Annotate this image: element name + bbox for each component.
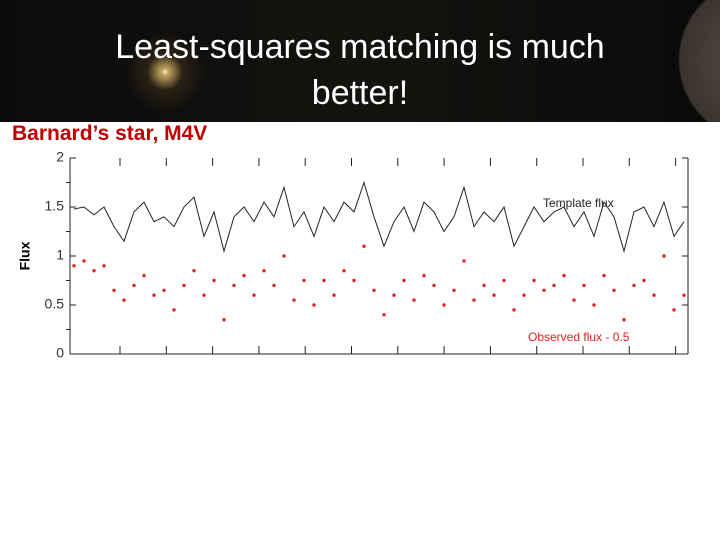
- template-line: [73, 180, 685, 253]
- observed-point: [232, 283, 236, 288]
- observed-point: [202, 293, 206, 297]
- slide-subtitle: Barnard’s star, M4V: [12, 122, 208, 145]
- observed-point: [372, 288, 376, 292]
- observed-point: [322, 278, 326, 283]
- observed-point: [672, 308, 676, 312]
- observed-point: [152, 293, 156, 297]
- observed-point: [462, 259, 466, 263]
- observed-point: [182, 283, 186, 288]
- observed-point: [592, 303, 596, 307]
- y-tick-label: 1: [56, 247, 64, 263]
- observed-point: [512, 308, 516, 312]
- observed-point: [582, 283, 586, 288]
- observed-point: [502, 278, 506, 283]
- observed-point: [402, 278, 406, 283]
- observed-point: [352, 278, 356, 283]
- observed-point: [632, 283, 636, 288]
- annotation: Template flux: [543, 196, 614, 210]
- observed-point: [72, 264, 76, 268]
- observed-point: [602, 273, 606, 278]
- observed-point: [652, 293, 656, 297]
- observed-point: [102, 264, 106, 268]
- observed-point: [542, 288, 546, 292]
- observed-point: [82, 259, 86, 263]
- observed-point: [532, 278, 536, 283]
- observed-point: [292, 298, 296, 302]
- annotation: Observed flux - 0.5: [528, 330, 630, 344]
- observed-point: [382, 313, 386, 317]
- observed-point: [662, 254, 666, 258]
- observed-point: [262, 269, 266, 273]
- observed-point: [312, 303, 316, 307]
- observed-point: [642, 278, 646, 283]
- observed-point: [522, 293, 526, 297]
- observed-point: [92, 269, 96, 273]
- observed-point: [392, 293, 396, 297]
- observed-point: [452, 288, 456, 292]
- y-tick-label: 0: [56, 345, 64, 361]
- observed-point: [172, 308, 176, 312]
- observed-point: [362, 244, 366, 248]
- observed-point: [342, 269, 346, 273]
- observed-point: [552, 283, 556, 288]
- observed-point: [442, 303, 446, 307]
- observed-point: [192, 269, 196, 273]
- observed-point: [142, 273, 146, 278]
- observed-point: [242, 273, 246, 278]
- observed-point: [472, 298, 476, 302]
- observed-point: [622, 318, 626, 322]
- observed-point: [122, 298, 126, 302]
- observed-point: [302, 278, 306, 283]
- observed-point: [432, 283, 436, 288]
- observed-point: [682, 293, 686, 297]
- observed-point: [412, 298, 416, 302]
- observed-point: [612, 288, 616, 292]
- header-image: [0, 0, 720, 122]
- observed-point: [222, 318, 226, 322]
- observed-point: [562, 273, 566, 278]
- observed-point: [492, 293, 496, 297]
- observed-point: [252, 293, 256, 297]
- observed-point: [162, 288, 166, 292]
- observed-point: [212, 278, 216, 283]
- observed-point: [332, 293, 336, 297]
- observed-point: [282, 254, 286, 258]
- slide-title: Least-squares matching is much better!: [115, 28, 605, 112]
- observed-point: [112, 288, 116, 292]
- y-tick-label: 1.5: [45, 198, 65, 214]
- observed-point: [422, 273, 426, 278]
- y-tick-label: 0.5: [45, 296, 65, 312]
- y-tick-label: 2: [56, 149, 64, 165]
- observed-point: [272, 283, 276, 288]
- observed-point: [132, 283, 136, 288]
- observed-point: [482, 283, 486, 288]
- y-axis-label: Flux: [17, 241, 33, 270]
- observed-point: [572, 298, 576, 302]
